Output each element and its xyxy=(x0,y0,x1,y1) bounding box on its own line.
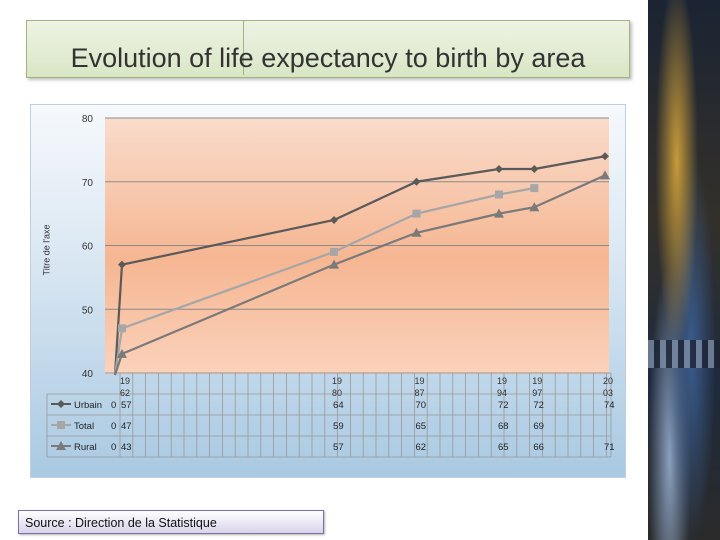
table-cell-value: 65 xyxy=(416,421,427,432)
legend-label-rural: Rural xyxy=(74,442,97,453)
title-tab-divider xyxy=(27,21,244,75)
point-urbain xyxy=(118,260,126,269)
table-cell-value: 65 xyxy=(498,442,509,453)
table-cell-value: 62 xyxy=(416,442,427,453)
table-cell-value: 57 xyxy=(333,442,344,453)
legend-marker-urbain xyxy=(57,400,65,408)
x-tick-label: 19 xyxy=(497,376,507,386)
table-cell-value: 0 xyxy=(111,442,116,453)
table-cell-value: 47 xyxy=(121,421,132,432)
point-rural xyxy=(529,202,540,212)
point-urbain xyxy=(330,216,339,224)
y-tick-label-70: 70 xyxy=(82,178,94,189)
y-tick-label-80: 80 xyxy=(82,114,94,125)
decorative-stripe xyxy=(648,340,720,368)
table-cell-value: 66 xyxy=(533,442,544,453)
table-cell-value: 64 xyxy=(333,400,344,411)
point-urbain xyxy=(530,165,539,173)
slide-title: Evolution of life expectancy to birth by… xyxy=(70,43,586,73)
point-rural xyxy=(600,170,610,180)
x-tick-label: 87 xyxy=(415,388,425,398)
decorative-artwork xyxy=(648,0,720,540)
point-rural xyxy=(329,259,340,269)
point-total xyxy=(330,247,339,256)
point-total xyxy=(412,209,421,218)
table-cell-value: 57 xyxy=(121,400,132,411)
point-rural xyxy=(493,208,504,218)
table-cell-value: 72 xyxy=(533,400,544,411)
y-tick-label-50: 50 xyxy=(82,305,94,316)
table-cell-value: 69 xyxy=(533,421,544,432)
slide-title-box: Evolution of life expectancy to birth by… xyxy=(26,20,630,78)
x-tick-label: 20 xyxy=(603,376,613,386)
point-urbain xyxy=(494,165,503,173)
table-cell-value: 72 xyxy=(498,400,509,411)
source-note: Source : Direction de la Statistique xyxy=(18,510,324,534)
x-tick-label: 94 xyxy=(497,388,507,398)
table-cell-value: 0 xyxy=(111,421,116,432)
legend-label-urbain: Urbain xyxy=(74,400,102,411)
table-cell-value: 68 xyxy=(498,421,509,432)
line-chart: 80 70 60 50 40 19 62 19 80 19 87 19 94 19 97 20 03 Urbain… xyxy=(46,114,615,458)
point-rural xyxy=(411,227,422,237)
point-total xyxy=(530,184,539,193)
point-total xyxy=(494,190,503,199)
series-line-rural xyxy=(113,174,606,376)
table-cell-value: 0 xyxy=(111,400,116,411)
table-cell-value: 59 xyxy=(333,421,344,432)
legend-label-total: Total xyxy=(74,421,94,432)
x-tick-label: 62 xyxy=(120,388,130,398)
x-tick-label: 97 xyxy=(532,388,542,398)
x-tick-label: 19 xyxy=(332,376,342,386)
table-cell-value: 43 xyxy=(121,442,132,453)
y-tick-label-40: 40 xyxy=(82,369,94,380)
x-tick-label: 19 xyxy=(120,376,130,386)
x-tick-label: 19 xyxy=(415,376,425,386)
legend-marker-total xyxy=(57,421,65,429)
legend-marker-rural xyxy=(56,441,66,450)
point-urbain xyxy=(412,177,421,186)
x-tick-label: 80 xyxy=(332,388,342,398)
point-rural xyxy=(117,348,127,358)
chart-area: Titre de l'axe 80 70 60 50 40 19 62 19 80 19 87 19 9… xyxy=(30,104,626,478)
series-line-total xyxy=(113,187,535,376)
x-tick-label: 03 xyxy=(603,388,613,398)
table-cell-value: 71 xyxy=(604,442,615,453)
y-tick-label-60: 60 xyxy=(82,242,94,253)
point-total xyxy=(118,324,126,333)
point-urbain xyxy=(601,152,609,161)
table-cell-value: 74 xyxy=(604,400,615,411)
x-tick-label: 19 xyxy=(532,376,542,386)
table-cell-value: 70 xyxy=(416,400,427,411)
